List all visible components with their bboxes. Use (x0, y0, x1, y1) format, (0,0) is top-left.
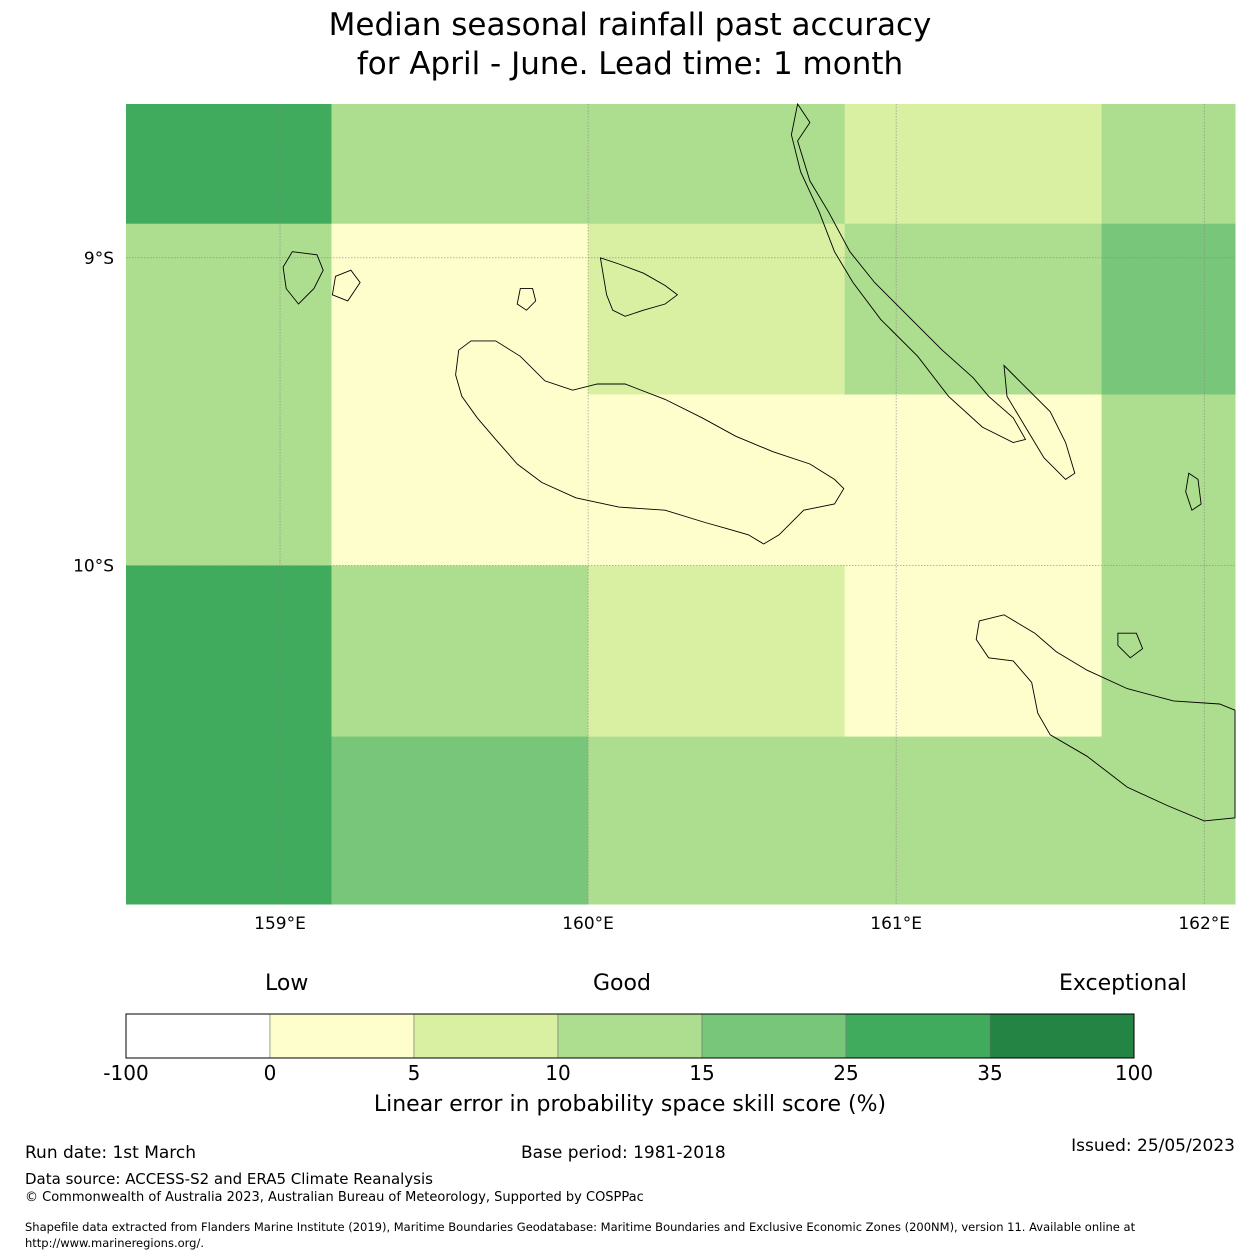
axis-tick-labels: 159°E 160°E 161°E 162°E 9°S 10°S (73, 249, 1230, 934)
lon-tick-3: 162°E (1178, 914, 1230, 934)
colorbar-swatch-6 (989, 1013, 1135, 1059)
colorbar-tick-0: -100 (103, 1061, 149, 1085)
grid-cell-12 (126, 565, 332, 905)
colorbar-tick-2: 5 (407, 1061, 421, 1085)
lat-tick-0: 9°S (84, 249, 114, 269)
grid-cell-7 (588, 394, 846, 567)
colorbar-swatch-4 (701, 1013, 847, 1059)
grid-cell-0 (126, 104, 332, 225)
coastline-makira (975, 614, 1236, 822)
base-period: Base period: 1981-2018 (521, 1143, 726, 1163)
grid-cell-13 (331, 565, 589, 738)
copyright: © Commonwealth of Australia 2023, Austra… (25, 1190, 644, 1205)
grid-cell-2 (844, 104, 1103, 225)
data-source: Data source: ACCESS-S2 and ERA5 Climate … (25, 1170, 433, 1188)
coastline-guadalcanal (455, 340, 845, 545)
grid-cell-14 (588, 565, 846, 738)
grid-cell-9 (844, 394, 1103, 567)
grid-cell-10 (1101, 223, 1236, 395)
grid-cell-17 (331, 736, 589, 905)
colorbar (125, 1013, 1135, 1059)
colorbar-swatch-0 (125, 1013, 271, 1059)
shapefile-credit-line-1: Shapefile data extracted from Flanders M… (25, 1220, 1136, 1234)
shapefile-credit-line-2: http://www.marineregions.org/. (25, 1236, 204, 1250)
coastline-ugi (1117, 632, 1144, 659)
grid-cell-11 (1101, 394, 1236, 567)
title-line-2: for April - June. Lead time: 1 month (356, 46, 904, 82)
coastline-russell-small (331, 269, 361, 302)
grid-cell-3 (1101, 104, 1236, 225)
colorbar-category-2: Exceptional (1059, 971, 1187, 996)
grid-cell-5 (331, 223, 589, 567)
chart-title: Median seasonal rainfall past accuracy f… (0, 6, 1260, 84)
colorbar-category-1: Good (593, 971, 651, 996)
grid-cell-15 (844, 565, 1103, 738)
grid-cell-8 (844, 223, 1103, 395)
lon-tick-2: 161°E (870, 914, 922, 934)
lon-tick-0: 159°E (254, 914, 306, 934)
grid-cell-6 (588, 223, 846, 395)
grid-cell-18 (588, 736, 1236, 905)
colorbar-label: Linear error in probability space skill … (373, 1092, 887, 1117)
colorbar-tick-6: 35 (977, 1061, 1003, 1085)
colorbar-frame (125, 1013, 1135, 1059)
coastline-malaita (790, 102, 1027, 443)
coastline-russell (282, 251, 324, 305)
colorbar-swatch-2 (413, 1013, 559, 1059)
colorbar-swatch-5 (845, 1013, 991, 1059)
title-line-1: Median seasonal rainfall past accuracy (328, 7, 932, 43)
colorbar-swatch-3 (557, 1013, 703, 1059)
colorbar-tick-4: 15 (689, 1061, 715, 1085)
colorbar-category-0: Low (265, 971, 309, 996)
lat-tick-1: 10°S (73, 557, 114, 577)
issued-date: Issued: 25/05/2023 (1071, 1136, 1235, 1156)
grid-cells (126, 104, 1236, 905)
lon-tick-1: 160°E (562, 914, 614, 934)
coastlines (282, 102, 1236, 822)
coastline-nggela (599, 257, 679, 317)
coastline-savo (516, 288, 537, 311)
colorbar-tick-7: 100 (1114, 1061, 1154, 1085)
coastline-small-malaita (1003, 364, 1076, 480)
graticule (126, 104, 1235, 904)
grid-cell-16 (1101, 565, 1236, 738)
colorbar-tick-3: 10 (545, 1061, 571, 1085)
coastline-ulawa (1185, 472, 1202, 511)
colorbar-tick-5: 25 (833, 1061, 859, 1085)
colorbar-tick-1: 0 (263, 1061, 277, 1085)
colorbar-swatch-1 (269, 1013, 415, 1059)
run-date: Run date: 1st March (25, 1143, 197, 1163)
grid-cell-4 (126, 223, 332, 567)
